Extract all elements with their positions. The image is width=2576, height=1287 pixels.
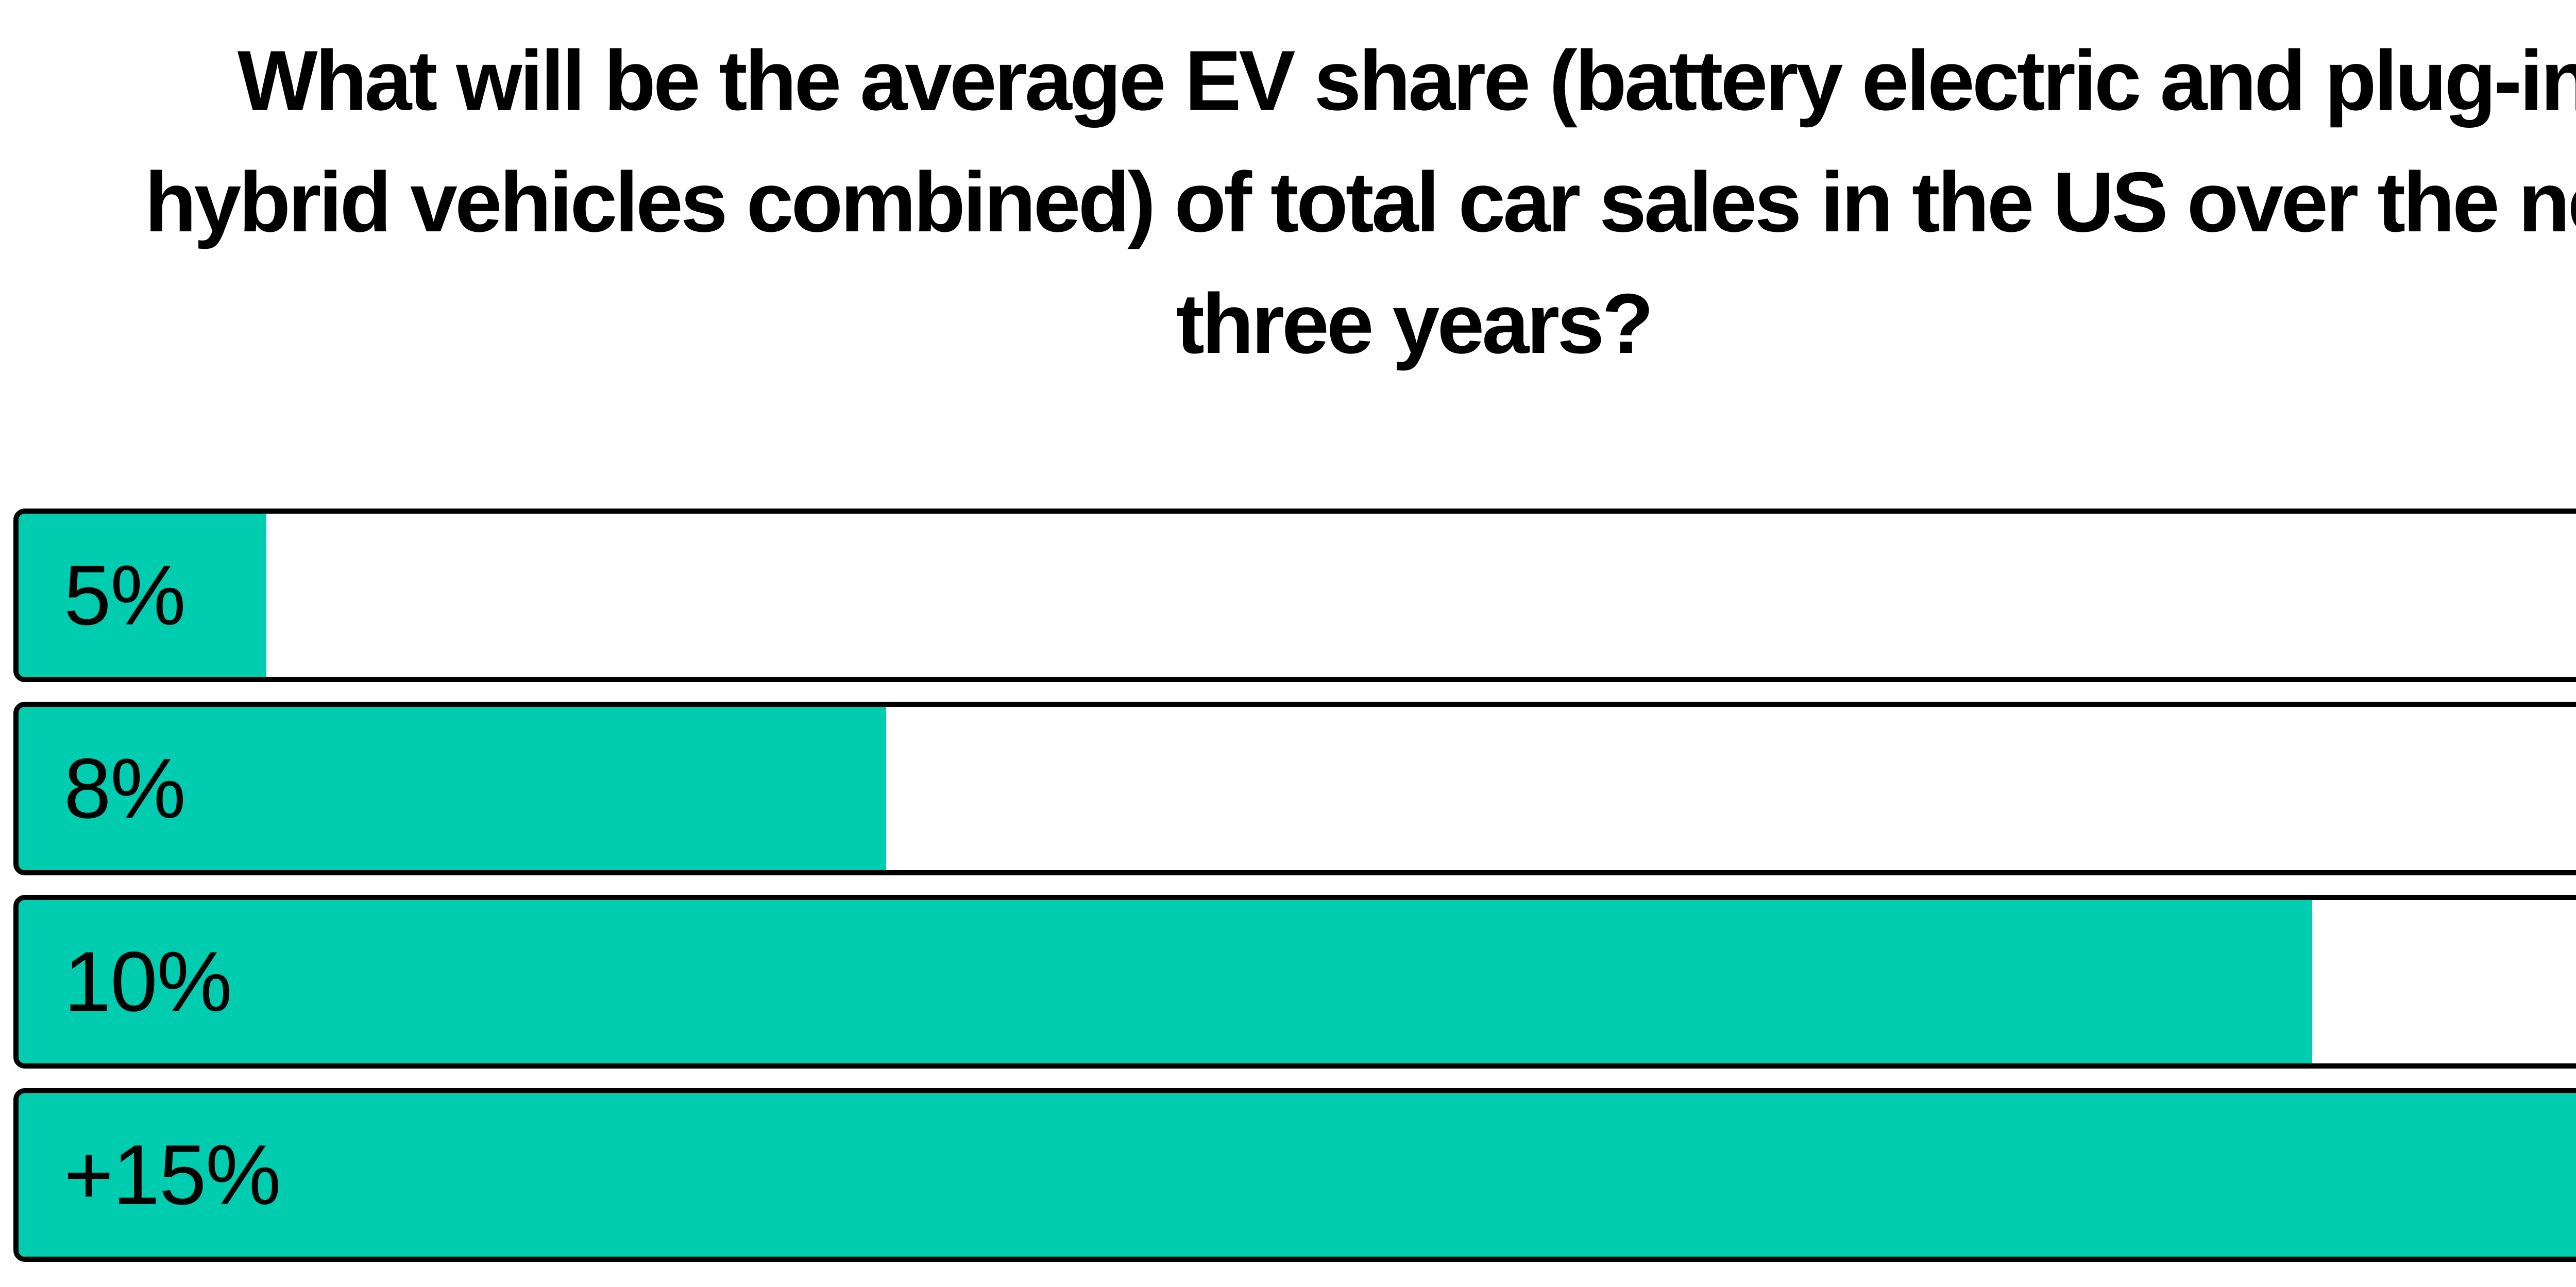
bar-fill — [19, 900, 2312, 1063]
poll-question-title: What will be the average EV share (batte… — [0, 20, 2576, 384]
option-label: 8% — [64, 741, 186, 836]
bar-row-10pct: 10% 37% — [13, 895, 2576, 1069]
option-label: 10% — [64, 934, 232, 1029]
bar-fill — [19, 1093, 2576, 1257]
option-label: 5% — [64, 548, 186, 642]
title-line-1: What will be the average EV share (batte… — [237, 33, 2576, 128]
bar-fill — [19, 707, 887, 870]
bar-chart: 5% 4% 8% 14% 10% 37% +15% 45% — [13, 509, 2576, 1262]
bar-row-5pct: 5% 4% — [13, 509, 2576, 682]
bar-row-15plus-pct: +15% 45% — [13, 1088, 2576, 1262]
title-line-3: three years? — [1176, 276, 1654, 371]
title-line-2: hybrid vehicles combined) of total car s… — [144, 155, 2576, 249]
bar-row-8pct: 8% 14% — [13, 702, 2576, 875]
bar-fill — [19, 514, 267, 677]
option-label: +15% — [64, 1127, 281, 1222]
